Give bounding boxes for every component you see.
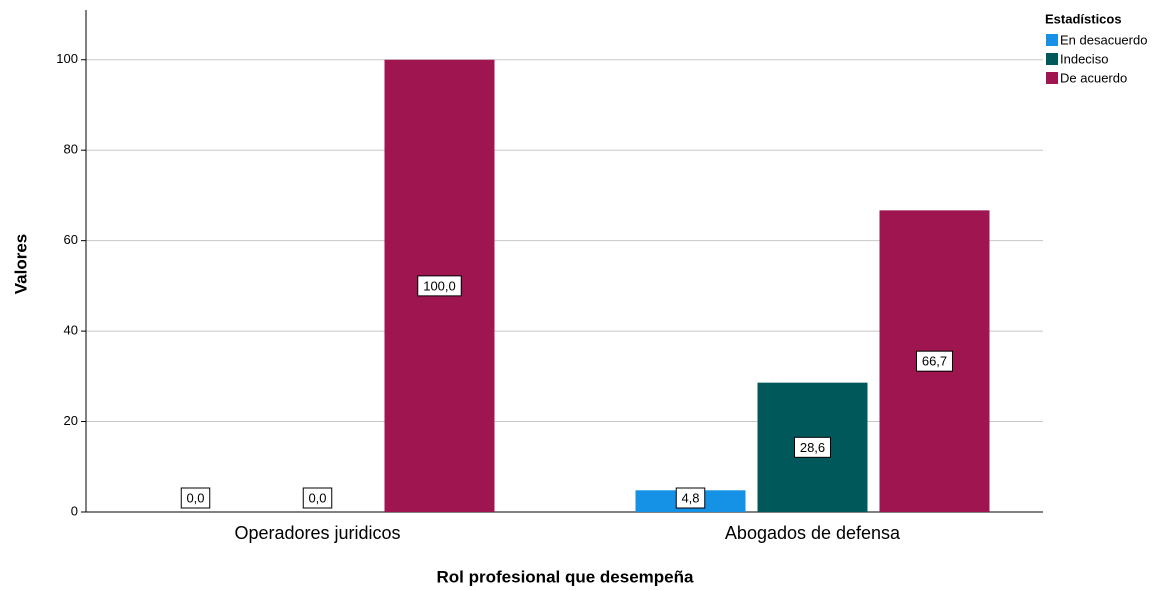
value-label: 100,0 xyxy=(423,278,456,293)
value-label: 0,0 xyxy=(186,490,204,505)
y-tick-label: 80 xyxy=(64,142,78,157)
y-axis-label: Valores xyxy=(11,234,30,295)
value-label-box xyxy=(302,487,333,509)
y-tick-label: 20 xyxy=(64,413,78,428)
value-label-box xyxy=(417,275,462,297)
x-axis-label: Rol profesional que desempeña xyxy=(437,567,694,586)
legend-label: En desacuerdo xyxy=(1060,32,1147,47)
y-tick-label: 100 xyxy=(56,51,78,66)
legend-swatch xyxy=(1046,72,1058,84)
value-label: 28,6 xyxy=(800,440,825,455)
legend-swatch xyxy=(1046,53,1058,65)
value-label: 66,7 xyxy=(922,354,947,369)
y-tick-label: 60 xyxy=(64,232,78,247)
legend-label: De acuerdo xyxy=(1060,70,1127,85)
legend-title: Estadísticos xyxy=(1045,11,1122,26)
y-tick-label: 40 xyxy=(64,323,78,338)
value-label-box xyxy=(794,436,831,458)
x-tick-label: Abogados de defensa xyxy=(725,523,901,543)
x-tick-label: Operadores juridicos xyxy=(234,523,400,543)
value-label: 0,0 xyxy=(308,490,326,505)
y-tick-label: 0 xyxy=(71,503,78,518)
legend-swatch xyxy=(1046,34,1058,46)
value-label-box xyxy=(675,487,706,509)
value-label: 4,8 xyxy=(681,490,699,505)
value-label-box xyxy=(916,350,953,372)
legend-label: Indeciso xyxy=(1060,51,1108,66)
value-label-box xyxy=(180,487,211,509)
